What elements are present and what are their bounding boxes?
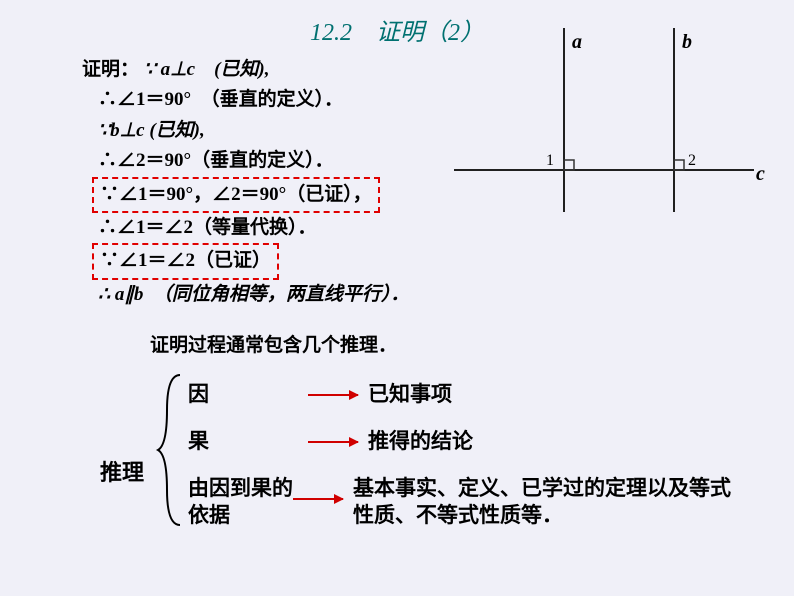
figure-svg: a b c 1 2: [434, 20, 774, 220]
proof-line-3: ∵b⊥c (已知),: [98, 116, 462, 146]
proof-step: ∵ a⊥c (已知),: [144, 59, 270, 80]
brace-icon: [155, 370, 185, 530]
subtitle: 证明过程通常包含几个推理．: [150, 330, 397, 357]
proof-line-7-box: ∵∠1＝∠2（已证）: [82, 243, 462, 279]
dashed-highlight-1: ∵∠1＝90°，∠2＝90°（已证），: [92, 177, 380, 213]
dashed-highlight-2: ∵∠1＝∠2（已证）: [92, 243, 279, 279]
proof-line-2: ∴∠1＝90° （垂直的定义）．: [98, 85, 462, 115]
reasoning-row-2: 果 推得的结论: [188, 425, 473, 455]
label-c: c: [756, 163, 765, 185]
reasoning-block: 推理 因 已知事项 果 推得的结论 由因到果的依据 基本事实、定义、已学过的定理…: [100, 370, 760, 550]
arrow-icon: [293, 485, 353, 510]
arrow-icon: [308, 428, 368, 453]
cause-desc: 已知事项: [368, 378, 452, 408]
arrow-icon: [308, 381, 368, 406]
proof-line-1: 证明： ∵ a⊥c (已知),: [82, 55, 462, 85]
label-a: a: [572, 31, 582, 53]
proof-line-8: ∴ a∥b （同位角相等，两直线平行）．: [98, 280, 462, 310]
effect-label: 果: [188, 425, 308, 455]
proof-label: 证明：: [82, 59, 139, 80]
reasoning-row-1: 因 已知事项: [188, 378, 452, 408]
label-angle1: 1: [546, 152, 554, 169]
basis-label: 由因到果的依据: [188, 475, 293, 530]
geometry-figure: a b c 1 2: [434, 20, 774, 220]
proof-line-5-box: ∵∠1＝90°，∠2＝90°（已证），: [82, 177, 462, 213]
label-angle2: 2: [688, 152, 696, 169]
proof-block: 证明： ∵ a⊥c (已知), ∴∠1＝90° （垂直的定义）． ∵b⊥c (已…: [82, 55, 462, 310]
cause-label: 因: [188, 378, 308, 408]
label-b: b: [682, 31, 692, 53]
reasoning-row-3: 由因到果的依据 基本事实、定义、已学过的定理以及等式性质、不等式性质等．: [188, 475, 733, 530]
proof-line-4: ∴∠2＝90°（垂直的定义）．: [98, 146, 462, 176]
proof-line-6: ∴∠1＝∠2（等量代换）．: [98, 213, 462, 243]
reasoning-label: 推理: [100, 455, 144, 487]
effect-desc: 推得的结论: [368, 425, 473, 455]
basis-desc: 基本事实、定义、已学过的定理以及等式性质、不等式性质等．: [353, 475, 733, 530]
